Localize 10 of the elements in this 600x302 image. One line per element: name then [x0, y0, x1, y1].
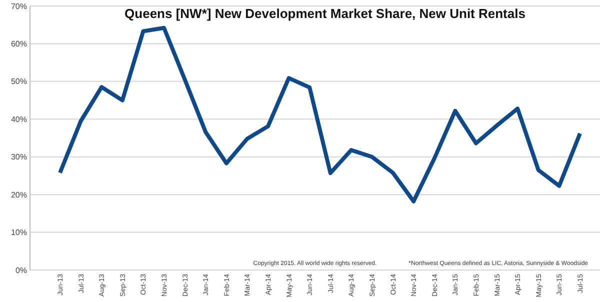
y-tick-label: 10%	[10, 228, 27, 238]
y-tick-label: 30%	[10, 152, 27, 162]
y-tick-label: 0%	[15, 266, 27, 275]
y-tick-label: 50%	[10, 77, 27, 86]
y-tick-label: 40%	[10, 114, 27, 124]
line-series	[58, 26, 582, 204]
y-tick-label: 60%	[10, 40, 27, 49]
y-tick-label: 20%	[10, 190, 27, 200]
y-tick-label: 70%	[10, 2, 27, 11]
chart-title: Queens [NW*] New Development Market Share, New Unit Rentals	[124, 6, 526, 21]
